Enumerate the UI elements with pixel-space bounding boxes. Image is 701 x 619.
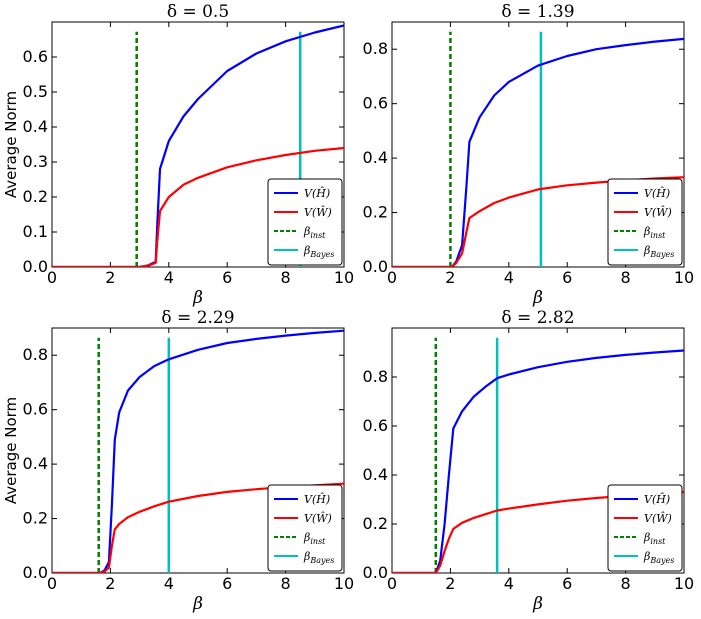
x-tick-label: 6: [562, 574, 572, 593]
legend-box: [607, 484, 683, 572]
y-tick-label: 0.4: [363, 465, 388, 484]
y-tick-label: 0.8: [363, 367, 388, 386]
chart-panel-4: 0 2 4 6 8 100.00.20.40.60.8δ = 2.82βV(Ĥ)V(Ŵ)β…: [363, 308, 695, 614]
y-tick-label: 0.4: [23, 454, 48, 473]
x-tick-label: 4: [504, 268, 514, 287]
y-tick-label: 0.8: [363, 39, 388, 58]
x-tick-label: 10: [334, 268, 354, 287]
plot-area: [52, 24, 344, 267]
x-tick-label: 8: [621, 574, 631, 593]
x-tick-label: 4: [504, 574, 514, 593]
y-tick-label: 0.3: [23, 152, 48, 171]
legend-box: [267, 178, 343, 266]
y-tick-label: 0.2: [363, 203, 388, 222]
x-tick-label: 4: [164, 268, 174, 287]
y-tick-label: 0.0: [23, 257, 48, 276]
y-tick-label: 0.6: [363, 94, 388, 113]
legend-item-v-w-label: V(Ŵ): [644, 511, 672, 525]
series-line-v-w: [392, 491, 684, 573]
x-tick-label: 8: [621, 268, 631, 287]
x-tick-label: 8: [281, 268, 291, 287]
y-tick-label: 0.2: [23, 187, 48, 206]
x-tick-label: 6: [222, 574, 232, 593]
y-tick-label: 0.2: [23, 509, 48, 528]
plot-area: [392, 337, 684, 573]
x-tick-label: 0: [387, 574, 397, 593]
y-tick-label: 0.6: [363, 416, 388, 435]
legend-item-v-h-label: V(Ĥ): [644, 186, 670, 200]
x-tick-label: 10: [674, 268, 694, 287]
series-line-v-h: [392, 37, 684, 267]
series-line-v-h: [52, 329, 344, 573]
y-tick-label: 0.5: [23, 82, 48, 101]
x-tick-label: 2: [445, 574, 455, 593]
y-axis-label: Average Norm: [2, 91, 20, 198]
chart-title: δ = 2.29: [161, 308, 234, 328]
series-line-v-w: [52, 482, 344, 573]
x-tick-label: 0: [47, 574, 57, 593]
x-tick-label: 10: [334, 574, 354, 593]
legend-item-v-h-label: V(Ĥ): [304, 186, 330, 200]
legend-item-v-w-label: V(Ŵ): [304, 511, 332, 525]
x-tick-label: 0: [387, 268, 397, 287]
plot-frame: [391, 327, 685, 574]
x-tick-label: 0: [47, 268, 57, 287]
chart-title: δ = 1.39: [501, 2, 574, 22]
x-tick-label: 10: [674, 574, 694, 593]
x-tick-label: 4: [164, 574, 174, 593]
legend-item-v-h-label: V(Ĥ): [304, 492, 330, 506]
legend-item-v-w-label: V(Ŵ): [304, 205, 332, 219]
series-line-v-h: [392, 349, 684, 573]
legend-box: [607, 178, 683, 266]
chart-panel-3: 0 2 4 6 8 10 0.0 0.2 0.4 0.6 0.8 δ = 2.29 β Average N…: [2, 308, 354, 614]
x-axis-label: β: [532, 594, 543, 614]
plot-frame: [51, 21, 345, 268]
chart-panel-2: 0 2 4 6 8 100.00.20.40.60.8δ = 1.39βV(Ĥ)V(Ŵ)β…: [363, 2, 695, 308]
plot-frame: [51, 327, 345, 574]
x-axis-label: β: [192, 594, 203, 614]
y-tick-label: 0.6: [23, 47, 48, 66]
chart-title: δ = 2.82: [501, 308, 574, 328]
chart-title: δ = 0.5: [167, 2, 229, 22]
x-tick-label: 2: [105, 574, 115, 593]
y-tick-label: 0.1: [23, 222, 48, 241]
plot-area: [52, 329, 344, 573]
chart-panel-1: 0 2 4 6 8 10 0.0 0.1 0.2 0.3 0.4 0.5 0.6 δ = 0.5 β Aver…: [2, 2, 354, 308]
y-axis-label: Average Norm: [2, 397, 20, 504]
x-tick-label: 2: [445, 268, 455, 287]
y-tick-label: 0.4: [363, 148, 388, 167]
x-axis-label: β: [192, 288, 203, 308]
y-tick-label: 0.2: [363, 514, 388, 533]
x-tick-label: 2: [105, 268, 115, 287]
legend-box: [267, 484, 343, 572]
y-tick-label: 0.8: [23, 345, 48, 364]
x-axis-label: β: [532, 288, 543, 308]
legend-item-v-w-label: V(Ŵ): [644, 205, 672, 219]
x-tick-label: 8: [281, 574, 291, 593]
x-tick-label: 6: [222, 268, 232, 287]
y-tick-label: 0.0: [23, 563, 48, 582]
series-line-v-w: [52, 146, 344, 267]
x-tick-label: 6: [562, 268, 572, 287]
y-tick-label: 0.0: [363, 563, 388, 582]
y-tick-label: 0.0: [363, 257, 388, 276]
legend-item-v-h-label: V(Ĥ): [644, 492, 670, 506]
plot-frame: [391, 21, 685, 268]
y-tick-label: 0.4: [23, 117, 48, 136]
y-tick-label: 0.6: [23, 400, 48, 419]
